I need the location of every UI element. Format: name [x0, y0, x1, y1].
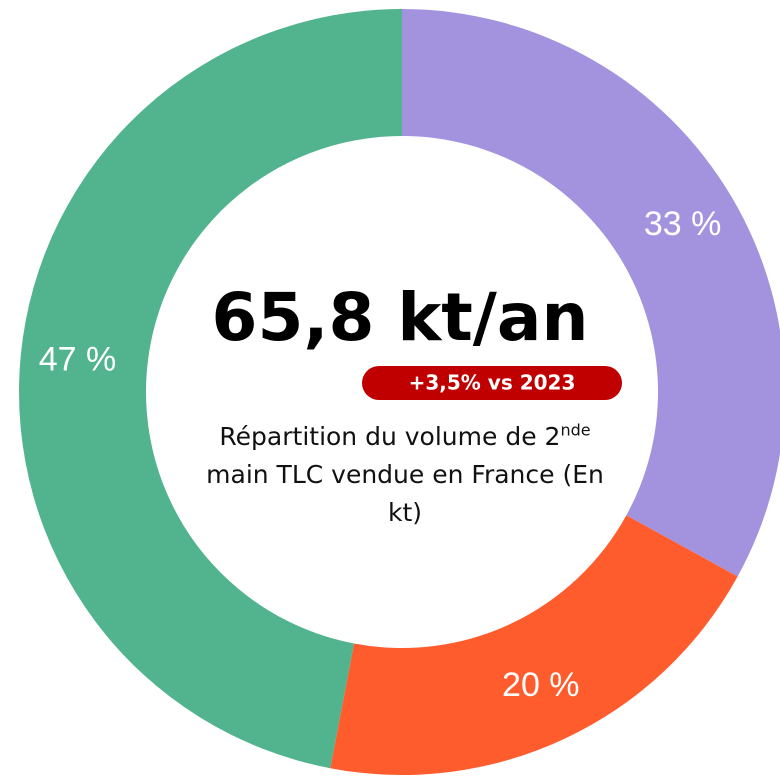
donut-slice	[18, 9, 403, 769]
slice-label: 47 %	[39, 340, 117, 378]
slice-label: 20 %	[502, 666, 580, 704]
badge	[362, 366, 622, 400]
description-superscript: nde	[560, 420, 591, 440]
badge-text: +3,5% vs 2023	[409, 371, 576, 395]
slice-label: 33 %	[644, 205, 722, 243]
center-title: 65,8 kt/an	[212, 279, 589, 356]
donut-slice	[402, 9, 780, 577]
description-text: main TLC vendue en France (En kt)	[206, 460, 604, 527]
description-text: Répartition du volume de 2	[219, 422, 561, 451]
donut-slice	[330, 515, 738, 775]
description: Répartition du volume de 2nde main TLC v…	[205, 418, 605, 532]
